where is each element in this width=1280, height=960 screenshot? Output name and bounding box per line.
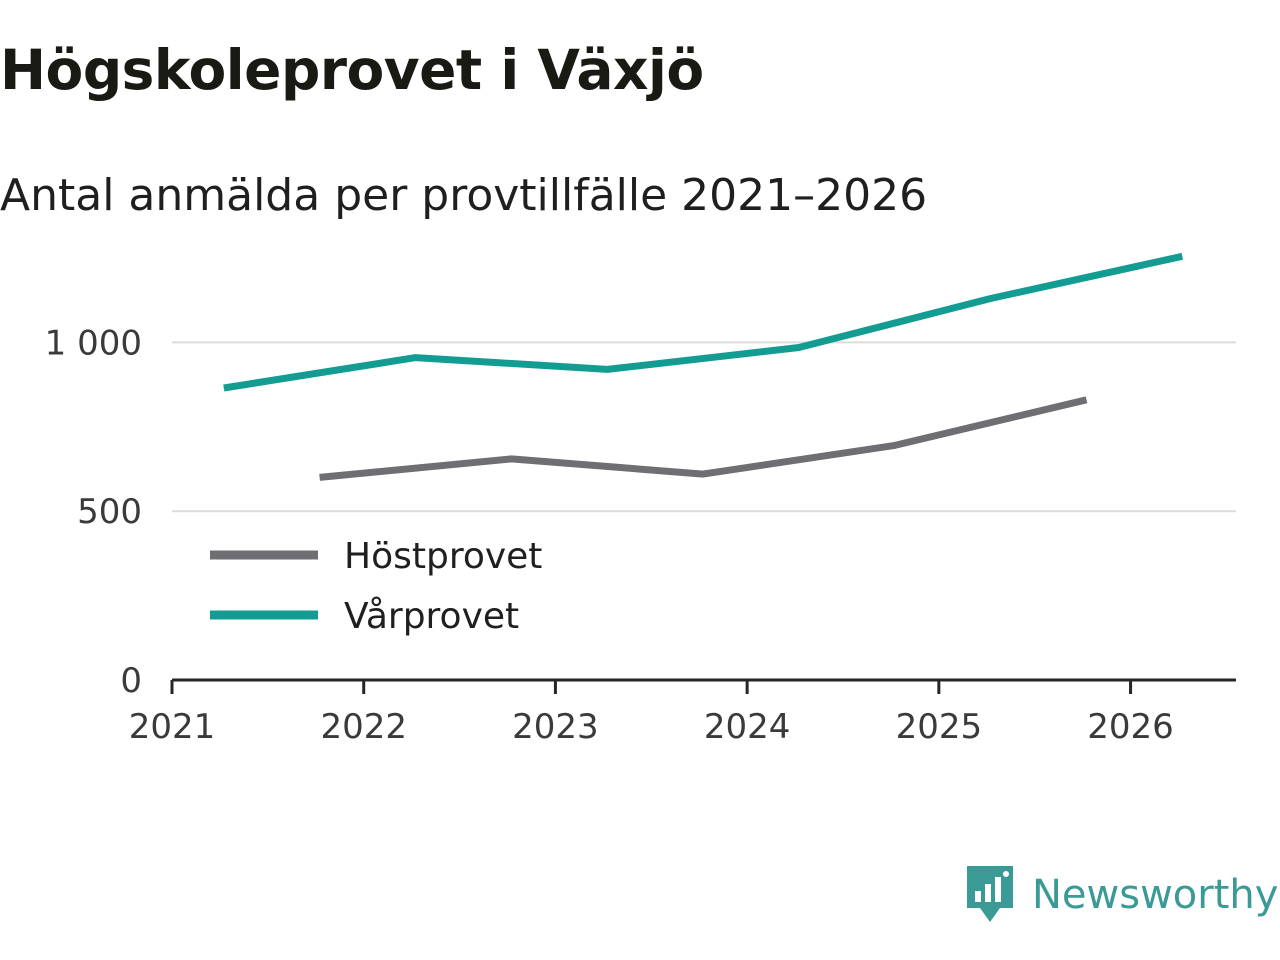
x-tick-label: 2023 bbox=[512, 707, 599, 747]
brand-name: Newsworthy bbox=[1032, 872, 1279, 918]
brand: Newsworthy bbox=[964, 864, 1278, 926]
x-tick-label: 2024 bbox=[704, 707, 791, 747]
x-tick-label: 2021 bbox=[129, 707, 216, 747]
series-line-hostprovet bbox=[319, 396, 1088, 481]
series-line-varprovet bbox=[223, 252, 1184, 392]
x-tick-label: 2026 bbox=[1087, 707, 1174, 747]
y-tick-label: 500 bbox=[77, 492, 142, 532]
gridlines bbox=[172, 341, 1236, 513]
legend-background bbox=[196, 519, 568, 647]
newsworthy-logo-icon bbox=[967, 866, 1013, 922]
page-title: Högskoleprovet i Växjö bbox=[0, 38, 704, 102]
y-axis: 0 500 1 000 bbox=[45, 323, 142, 701]
x-tick-label: 2022 bbox=[320, 707, 407, 747]
x-tick-label: 2025 bbox=[896, 707, 983, 747]
legend-label: Höstprovet bbox=[344, 536, 542, 577]
legend-label: Vårprovet bbox=[344, 596, 519, 637]
legend: Höstprovet Vårprovet bbox=[196, 519, 568, 647]
x-axis: 2021 2022 2023 2024 2025 2026 bbox=[129, 678, 1236, 747]
page-subtitle: Antal anmälda per provtillfälle 2021–202… bbox=[0, 170, 928, 221]
y-tick-label: 0 bbox=[120, 661, 142, 701]
series-lines bbox=[223, 252, 1184, 481]
y-tick-label: 1 000 bbox=[45, 323, 142, 363]
